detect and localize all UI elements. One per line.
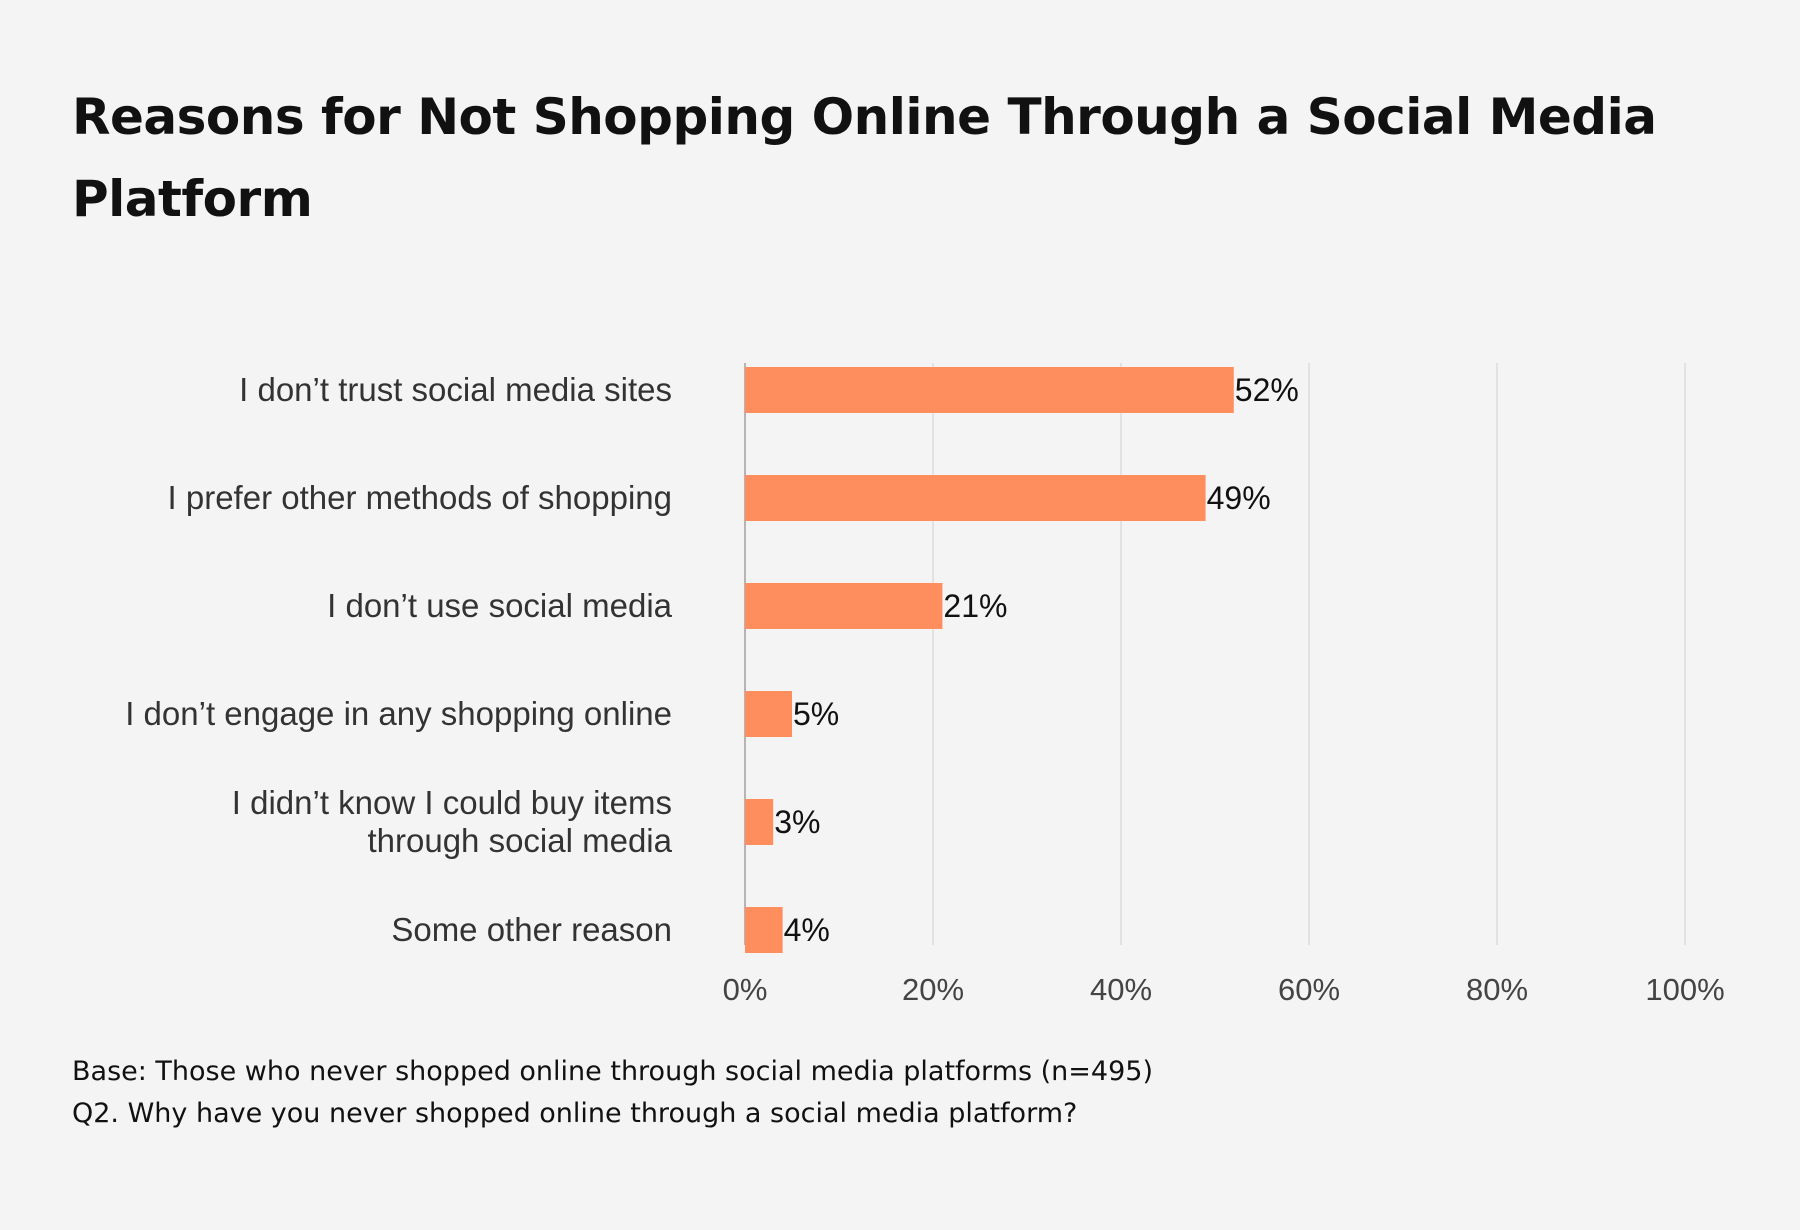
category-label: I don’t trust social media sites	[239, 371, 672, 408]
x-tick-label: 40%	[1090, 972, 1152, 1007]
footnote-question: Q2. Why have you never shopped online th…	[72, 1098, 1078, 1129]
bar	[745, 691, 792, 737]
data-label: 3%	[774, 804, 820, 840]
category-label: Some other reason	[391, 911, 672, 948]
data-label: 5%	[793, 696, 839, 732]
category-label: through social media	[367, 822, 672, 859]
category-label: I didn’t know I could buy items	[232, 784, 672, 821]
x-tick-label: 20%	[902, 972, 964, 1007]
data-label: 4%	[784, 912, 830, 948]
bar	[745, 583, 943, 629]
x-tick-label: 80%	[1466, 972, 1528, 1007]
bar	[745, 907, 783, 953]
x-tick-label: 100%	[1645, 972, 1724, 1007]
data-label: 49%	[1207, 480, 1271, 516]
bar	[745, 475, 1206, 521]
data-label: 21%	[943, 588, 1007, 624]
x-tick-label: 0%	[723, 972, 768, 1007]
category-label: I don’t engage in any shopping online	[125, 695, 672, 732]
data-label: 52%	[1235, 372, 1299, 408]
category-label: I prefer other methods of shopping	[168, 479, 672, 516]
chart-title: Reasons for Not Shopping Online Through …	[72, 88, 1657, 228]
footnote-base: Base: Those who never shopped online thr…	[72, 1056, 1153, 1087]
bar	[745, 799, 774, 845]
bar	[745, 367, 1234, 413]
category-label: I don’t use social media	[327, 587, 673, 624]
x-tick-label: 60%	[1278, 972, 1340, 1007]
